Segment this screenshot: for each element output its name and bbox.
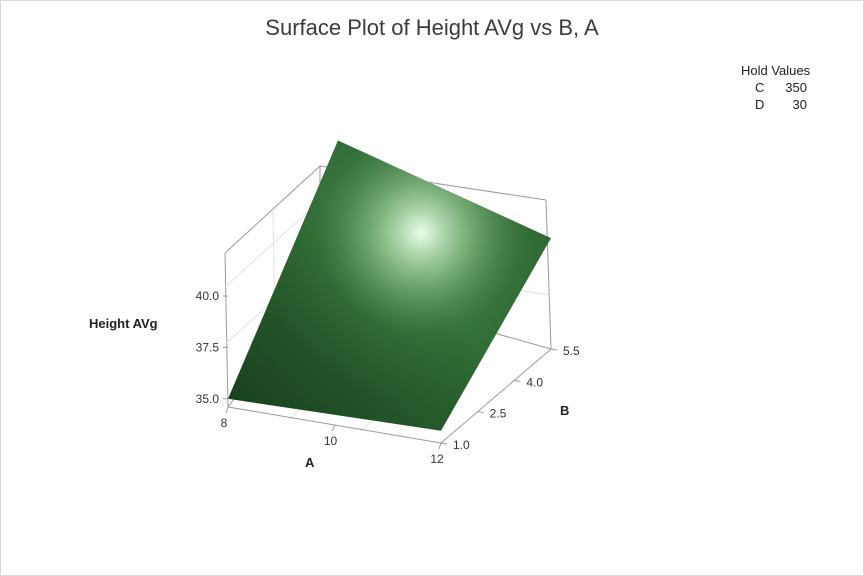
- hold-value: 350: [785, 80, 807, 95]
- grid-line: [224, 200, 321, 288]
- y-tick-label: 1.0: [453, 438, 470, 452]
- x-tick-mark: [332, 424, 335, 432]
- left-vertical-edge: [224, 252, 229, 408]
- right-vertical-edge: [545, 199, 552, 350]
- y-tick-label: 2.5: [490, 407, 507, 421]
- y-axis-label: B: [560, 403, 569, 418]
- z-tick-label: 37.5: [196, 340, 220, 354]
- hold-values-title: Hold Values: [741, 63, 811, 78]
- y-axis-ticks: 1.0 2.5 4.0 5.5: [440, 344, 580, 452]
- response-surface-highlight: [228, 140, 551, 431]
- z-tick-label: 40.0: [196, 289, 220, 303]
- z-tick-label: 35.0: [196, 392, 220, 406]
- x-tick-mark: [225, 406, 229, 414]
- hold-row-c: C 350: [741, 79, 810, 96]
- y-tick-label: 4.0: [526, 375, 543, 389]
- hold-name: D: [755, 97, 765, 112]
- hold-name: C: [755, 80, 765, 95]
- hold-value: 30: [792, 97, 807, 112]
- hold-row-d: D 30: [741, 96, 810, 113]
- x-axis-ticks: 8 10 12: [221, 406, 444, 466]
- x-axis-label: A: [305, 455, 315, 470]
- x-tick-mark: [438, 442, 442, 450]
- x-tick-label: 8: [221, 416, 228, 430]
- y-tick-label: 5.5: [563, 344, 580, 358]
- left-top-edge: [224, 165, 321, 254]
- hold-values-legend: Hold Values C 350 D 30: [741, 63, 810, 113]
- y-tick-mark: [477, 411, 484, 414]
- z-axis-label: Height AVg: [89, 316, 158, 331]
- z-axis-ticks: 35.0 37.5 40.0: [196, 289, 228, 406]
- right-floor-edge: [440, 348, 552, 444]
- chart-title: Surface Plot of Height AVg vs B, A: [265, 15, 599, 40]
- y-tick-mark: [550, 348, 558, 351]
- y-tick-mark: [440, 442, 448, 445]
- y-tick-mark: [514, 379, 521, 382]
- x-tick-label: 10: [324, 434, 338, 448]
- x-tick-label: 12: [430, 452, 444, 466]
